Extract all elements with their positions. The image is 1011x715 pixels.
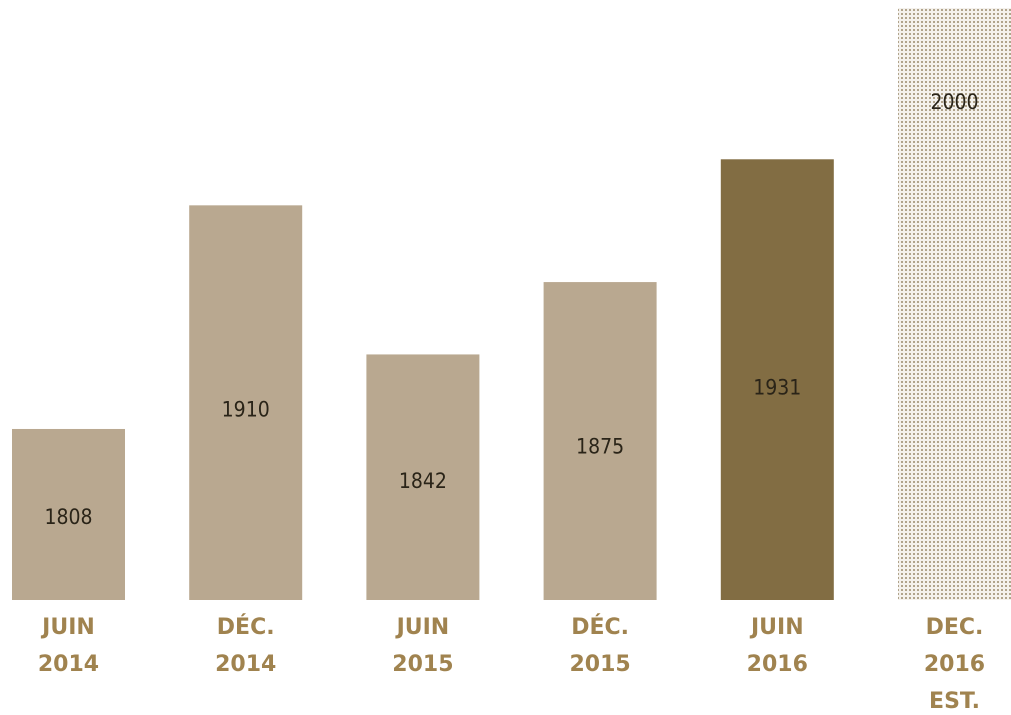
x-tick-label-line: DEC. [926,615,984,640]
x-tick-label: DÉC. 2014 [215,614,276,677]
x-tick-label: JUIN 2014 [38,615,99,677]
x-tick-label-line: EST. [929,689,980,714]
x-tick-label-line: 2014 [215,652,276,677]
bar [898,8,1011,600]
value-label: 1808 [44,505,92,529]
value-label: 1931 [753,375,801,399]
bar [189,205,303,601]
x-tick-label-line: 2015 [392,652,453,677]
bar [12,428,125,600]
x-tick-label: DEC. 2016 EST. [924,615,985,714]
bar [543,282,657,600]
x-tick-label-line: 2016 [747,652,808,677]
x-tick-label-line: JUIN [749,615,804,640]
x-tick-label: DÉC. 2015 [569,614,630,677]
x-tick-label: JUIN 2016 [747,615,808,677]
x-tick-label-line: 2014 [38,652,99,677]
x-tick-label-line: DÉC. [217,614,275,640]
bar [720,159,834,601]
x-tick-label-line: 2015 [569,652,630,677]
x-tick-label-line: DÉC. [571,614,629,640]
value-label: 2000 [930,90,978,114]
x-tick-label: JUIN 2015 [392,615,453,677]
x-tick-label-line: JUIN [40,615,95,640]
x-tick-label-line: JUIN [395,615,450,640]
x-tick-label-line: 2016 [924,652,985,677]
value-label: 1875 [576,434,624,458]
value-label: 1910 [222,398,270,422]
value-label: 1842 [399,469,447,493]
bar [366,354,480,600]
